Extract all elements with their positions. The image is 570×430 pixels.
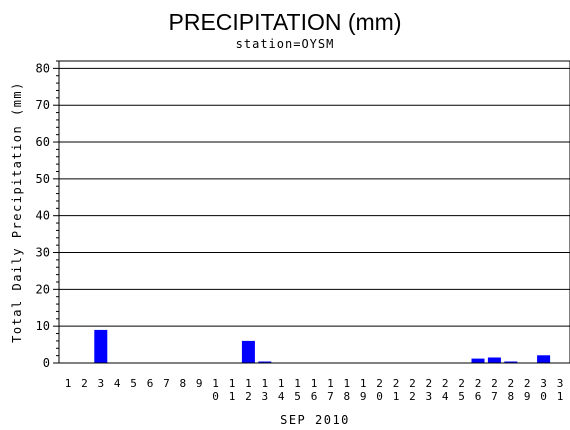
y-axis: 0 10 20 30 40 50 60 70 80	[36, 60, 59, 370]
y-tick-label: 10	[36, 319, 50, 333]
x-tick-label: 6	[147, 377, 154, 390]
x-tick-label: 8	[179, 377, 186, 390]
bar-day-27	[487, 357, 501, 363]
x-tick-label: 9	[196, 377, 203, 390]
bars	[94, 329, 551, 363]
x-tick-label: 4	[114, 377, 121, 390]
y-tick-label: 80	[36, 61, 50, 75]
chart-subtitle: station=OYSM	[236, 37, 335, 51]
x-tick-label: 7	[163, 377, 170, 390]
x-tick-label: 5	[130, 377, 137, 390]
bar-day-30	[537, 355, 551, 363]
y-tick-label: 20	[36, 282, 50, 296]
bar-day-3	[94, 329, 108, 363]
y-tick-label: 30	[36, 246, 50, 260]
x-tick-label: 2	[81, 377, 88, 390]
y-tick-label: 40	[36, 209, 50, 223]
bar-day-13	[258, 361, 272, 363]
y-axis-label: Total Daily Precipitation (mm)	[10, 81, 24, 343]
x-axis-label: SEP 2010	[280, 413, 350, 427]
plot-frame	[58, 60, 570, 364]
y-tick-label: 50	[36, 172, 50, 186]
x-tick-label: 3	[97, 377, 104, 390]
y-tick-label: 60	[36, 135, 50, 149]
y-tick-label: 0	[43, 356, 50, 370]
bar-day-28	[504, 361, 518, 363]
x-axis: 1 2 3 4 5 6 7 8 9 1 01 11 21 31 41 51 61 71 81 92 02 12 22 32 42…	[65, 377, 564, 403]
chart-title: PRECIPITATION (mm)	[169, 9, 402, 35]
bar-day-12	[241, 340, 255, 363]
y-tick-label: 70	[36, 98, 50, 112]
bar-day-26	[471, 358, 485, 363]
x-tick-label: 1	[65, 377, 72, 390]
gridlines	[59, 67, 570, 327]
